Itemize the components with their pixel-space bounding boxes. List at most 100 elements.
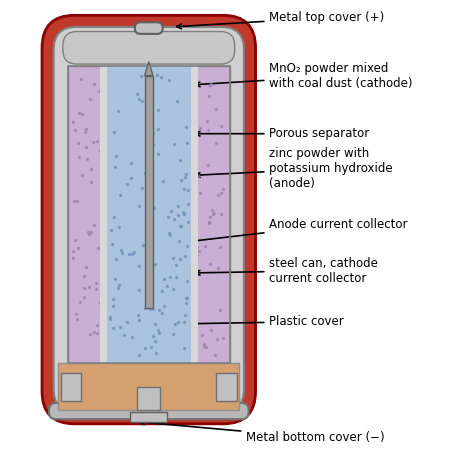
Text: Anode current collector: Anode current collector — [163, 218, 408, 247]
Point — [143, 88, 150, 96]
Point — [118, 170, 126, 177]
Point — [146, 305, 154, 313]
Point — [138, 98, 146, 105]
Point — [96, 299, 104, 306]
Point — [172, 261, 180, 269]
Point — [174, 318, 182, 325]
Text: Porous separator: Porous separator — [195, 127, 370, 140]
Point — [180, 206, 188, 214]
Point — [78, 172, 86, 179]
Point — [170, 97, 177, 105]
Point — [219, 185, 227, 192]
Point — [126, 166, 133, 173]
Point — [160, 208, 168, 215]
Point — [194, 172, 201, 180]
Point — [116, 155, 124, 162]
Point — [114, 107, 122, 114]
Point — [152, 252, 160, 259]
Point — [87, 165, 94, 173]
Point — [208, 80, 215, 88]
Point — [191, 109, 199, 116]
Point — [93, 321, 100, 329]
Point — [82, 263, 90, 271]
Point — [174, 202, 182, 209]
Point — [165, 342, 173, 349]
Point — [116, 191, 123, 198]
Point — [138, 184, 146, 192]
Point — [210, 210, 218, 217]
Point — [145, 223, 152, 231]
Point — [120, 332, 128, 339]
Text: zinc powder with
potassium hydroxide
(anode): zinc powder with potassium hydroxide (an… — [195, 147, 393, 190]
Point — [170, 216, 177, 223]
Point — [150, 103, 158, 110]
Bar — [145, 76, 153, 308]
Point — [192, 322, 200, 329]
Text: Metal bottom cover (−): Metal bottom cover (−) — [139, 420, 385, 444]
Point — [139, 241, 146, 248]
Point — [128, 174, 135, 182]
Point — [170, 285, 177, 293]
Point — [93, 137, 100, 144]
Point — [166, 273, 174, 281]
Point — [112, 84, 119, 92]
Point — [141, 277, 148, 284]
Point — [160, 249, 168, 257]
Point — [115, 274, 123, 282]
Point — [170, 142, 177, 149]
Point — [109, 303, 117, 310]
Point — [184, 186, 192, 194]
Point — [186, 114, 194, 122]
Point — [124, 181, 131, 188]
Point — [108, 241, 115, 248]
Point — [90, 221, 98, 228]
Point — [135, 202, 143, 209]
Point — [148, 237, 156, 245]
Text: steel can, cathode
current collector: steel can, cathode current collector — [195, 257, 378, 285]
Point — [108, 226, 115, 234]
Point — [161, 99, 168, 106]
Point — [216, 306, 224, 314]
Point — [214, 191, 222, 199]
Point — [77, 75, 85, 83]
Point — [199, 332, 206, 339]
Point — [135, 170, 142, 177]
Point — [85, 230, 93, 238]
Point — [161, 302, 168, 310]
Point — [170, 99, 178, 107]
Point — [168, 152, 175, 159]
Point — [154, 150, 162, 157]
Point — [86, 95, 93, 103]
Point — [188, 139, 195, 146]
Point — [97, 147, 104, 155]
Point — [162, 78, 169, 86]
Point — [74, 244, 82, 251]
Point — [152, 261, 159, 268]
Point — [182, 170, 190, 178]
Point — [185, 348, 192, 356]
Point — [120, 308, 128, 316]
Point — [145, 82, 152, 89]
Point — [97, 270, 104, 278]
Point — [147, 77, 155, 85]
Point — [153, 314, 160, 321]
Point — [178, 333, 185, 340]
Point — [155, 78, 162, 85]
Point — [211, 351, 219, 359]
Point — [154, 71, 161, 78]
Point — [150, 94, 157, 102]
Point — [206, 92, 213, 100]
Point — [103, 241, 111, 248]
Point — [135, 351, 142, 358]
Point — [136, 262, 143, 270]
Point — [155, 330, 163, 337]
Bar — [130, 412, 167, 422]
Point — [127, 160, 135, 167]
Point — [192, 213, 200, 221]
Point — [187, 134, 194, 141]
Point — [112, 276, 119, 283]
Point — [128, 333, 136, 341]
Point — [103, 326, 110, 333]
Point — [115, 85, 123, 93]
Point — [175, 237, 182, 244]
